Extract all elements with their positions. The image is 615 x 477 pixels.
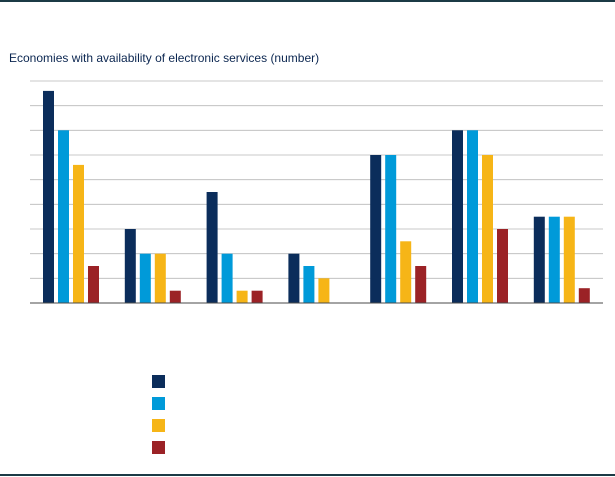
legend-swatch <box>152 418 165 432</box>
legend-item-1 <box>152 370 165 392</box>
bar-series-4-group-5 <box>415 266 427 303</box>
bar-series-4-group-1 <box>88 266 99 303</box>
bar-series-1-group-2 <box>124 229 136 303</box>
bar-series-3-group-3 <box>236 290 248 303</box>
legend-swatch <box>152 396 165 410</box>
legend-item-2 <box>152 392 165 414</box>
bar-series-4-group-6 <box>497 229 508 303</box>
top-rule <box>0 0 615 2</box>
legend <box>152 370 165 458</box>
bar-series-2-group-1 <box>58 130 69 303</box>
bar-series-2-group-7 <box>548 216 560 303</box>
gridlines <box>30 80 603 279</box>
bar-series-3-group-6 <box>482 155 493 303</box>
bar-series-4-group-3 <box>251 290 263 303</box>
bar-series-3-group-1 <box>73 164 84 303</box>
bar-series-3-group-7 <box>563 216 575 303</box>
bar-series-4-group-2 <box>169 290 181 303</box>
legend-item-3 <box>152 414 165 436</box>
legend-swatch <box>152 374 165 388</box>
bar-series-3-group-4 <box>318 278 330 303</box>
bar-series-2-group-6 <box>467 130 478 303</box>
bar-series-3-group-2 <box>154 253 166 303</box>
bottom-rule <box>0 474 615 476</box>
bar-series-1-group-3 <box>206 192 218 303</box>
chart-title: Economies with availability of electroni… <box>9 51 320 65</box>
bars <box>43 90 590 304</box>
bar-series-2-group-4 <box>303 266 315 303</box>
bar-series-2-group-2 <box>139 253 151 303</box>
bar-series-1-group-6 <box>452 130 463 303</box>
bar-series-1-group-5 <box>370 155 382 303</box>
bar-series-4-group-7 <box>578 288 590 303</box>
bar-series-1-group-7 <box>533 216 545 303</box>
legend-swatch <box>152 440 165 454</box>
legend-item-4 <box>152 436 165 458</box>
bar-series-2-group-5 <box>385 155 397 303</box>
bar-series-1-group-4 <box>288 253 300 303</box>
bar-series-2-group-3 <box>221 253 233 303</box>
bar-series-3-group-5 <box>400 241 412 303</box>
bar-series-1-group-1 <box>43 90 54 304</box>
